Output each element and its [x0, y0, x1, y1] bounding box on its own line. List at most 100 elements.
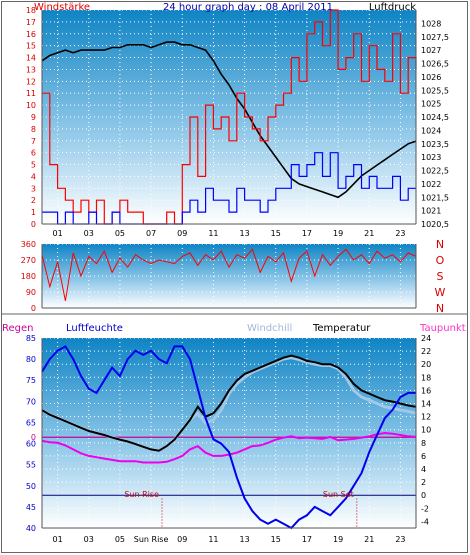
direction-tick-label: 0 — [31, 304, 36, 313]
temperature-tick-label: 14 — [421, 400, 431, 409]
pressure-tick-label: 1025 — [421, 100, 441, 109]
wind-tick-label: 2 — [31, 196, 36, 205]
temperature-series-line-0 — [41, 345, 416, 530]
sun-annotation-label: Sun Rise — [124, 490, 159, 499]
compass-label: W — [435, 286, 446, 299]
humidity-tick-label: 55 — [26, 461, 36, 470]
pressure-tick-label: 1020,5 — [421, 220, 449, 229]
direction-tick-label: 180 — [21, 272, 36, 281]
wind-tick-label: 4 — [31, 172, 36, 181]
wind-tick-label: 7 — [31, 137, 36, 146]
x-tick-label: 17 — [302, 535, 312, 544]
sun-annotation-label: Sun Set — [323, 490, 354, 499]
temperature-plot-area — [42, 338, 416, 528]
pressure-tick-label: 1023 — [421, 153, 441, 162]
x-tick-label: 11 — [208, 229, 218, 238]
wind-tick-label: 8 — [31, 125, 36, 134]
sun-annotations: Sun Rise Sun Set — [124, 490, 358, 528]
x-tick-label: Sun Rise — [134, 535, 169, 544]
wind-tick-label: 1 — [31, 208, 36, 217]
humidity-tick-label: 45 — [26, 503, 36, 512]
wind-tick-label: 18 — [26, 6, 36, 15]
temperature-grid — [42, 337, 416, 528]
pressure-tick-label: 1023,5 — [421, 140, 449, 149]
direction-plot-area — [42, 244, 416, 308]
pressure-tick-label: 1024,5 — [421, 113, 449, 122]
humidity-tick-label: 60 — [26, 440, 36, 449]
temperature-tick-label: 12 — [421, 413, 431, 422]
wind-series-line-1 — [42, 9, 417, 225]
compass-label: N — [436, 238, 444, 251]
direction-series-group — [41, 248, 417, 301]
pressure-axis-title: Luftdruck — [369, 2, 416, 13]
temperature-tick-label: -4 — [421, 517, 429, 526]
wind-tick-label: 17 — [26, 18, 36, 27]
x-tick-label: 01 — [52, 535, 62, 544]
x-tick-label: 03 — [84, 229, 94, 238]
x-tick-label: 21 — [364, 535, 374, 544]
x-tick-label: 17 — [302, 229, 312, 238]
humidity-tick-label: 75 — [26, 376, 36, 385]
humidity-tick-label: 40 — [26, 524, 36, 533]
wind-tick-label: 5 — [31, 161, 36, 170]
legend-label: Temperatur — [312, 323, 371, 334]
x-tick-label: 11 — [208, 535, 218, 544]
humidity-tick-label: 70 — [26, 397, 36, 406]
temperature-tick-label: 10 — [421, 426, 431, 435]
pressure-tick-label: 1028 — [421, 19, 441, 28]
temperature-tick-label: 18 — [421, 373, 431, 382]
x-tick-label: 15 — [271, 229, 281, 238]
wind-tick-label: 11 — [26, 89, 36, 98]
x-tick-label: 03 — [84, 535, 94, 544]
temperature-x-axis: 01 03 05 Sun Rise 09 11 13 15 17 19 21 23 — [52, 535, 405, 544]
temperature-tick-label: -2 — [421, 504, 429, 513]
x-tick-label: 05 — [115, 229, 125, 238]
pressure-tick-label: 1026 — [421, 73, 441, 82]
pressure-tick-label: 1021 — [421, 207, 441, 216]
temperature-tick-label: 22 — [421, 347, 431, 356]
pressure-right-axis: 1020,5 1021 1021,5 1022 1022,5 1023 1023,5 1024… — [421, 19, 449, 229]
wind-tick-label: 9 — [31, 113, 36, 122]
legend-label: Luftfeuchte — [66, 323, 123, 334]
x-tick-label: 13 — [239, 535, 249, 544]
wind-tick-label: 10 — [26, 101, 36, 110]
wind-tick-label: 6 — [31, 149, 36, 158]
x-tick-label: 21 — [364, 229, 374, 238]
legend-label: Taupunkt — [419, 323, 466, 334]
legend-label: Windchill — [247, 323, 292, 334]
compass-label: O — [436, 254, 445, 267]
x-tick-label: 07 — [146, 229, 156, 238]
direction-tick-label: 270 — [21, 256, 36, 265]
compass-label: N — [436, 302, 444, 315]
chart-title: 24 hour graph day : 08 April 2011 — [163, 2, 333, 13]
wind-tick-label: 13 — [26, 65, 36, 74]
temperature-series-group — [41, 345, 417, 530]
x-tick-label: 09 — [177, 229, 187, 238]
temperature-tick-label: 16 — [421, 386, 431, 395]
temperature-tick-label: 2 — [421, 478, 426, 487]
humidity-tick-label: 50 — [26, 482, 36, 491]
x-tick-label: 09 — [177, 535, 187, 544]
humidity-tick-label: 65 — [26, 418, 36, 427]
direction-series-line-0 — [41, 248, 417, 301]
temperature-tick-label: 6 — [421, 452, 426, 461]
temperature-series-line-1 — [41, 354, 417, 452]
humidity-tick-label: 80 — [26, 355, 36, 364]
temperature-tick-label: 20 — [421, 360, 431, 369]
wind-tick-label: 15 — [26, 42, 36, 51]
wind-tick-label: 3 — [31, 184, 36, 193]
humidity-tick-label: 85 — [26, 334, 36, 343]
x-tick-label: 23 — [395, 229, 405, 238]
direction-tick-label: 360 — [21, 240, 36, 249]
pressure-tick-label: 1021,5 — [421, 193, 449, 202]
x-tick-label: 19 — [333, 229, 343, 238]
pressure-tick-label: 1022,5 — [421, 167, 449, 176]
temperature-tick-label: 0 — [421, 491, 426, 500]
